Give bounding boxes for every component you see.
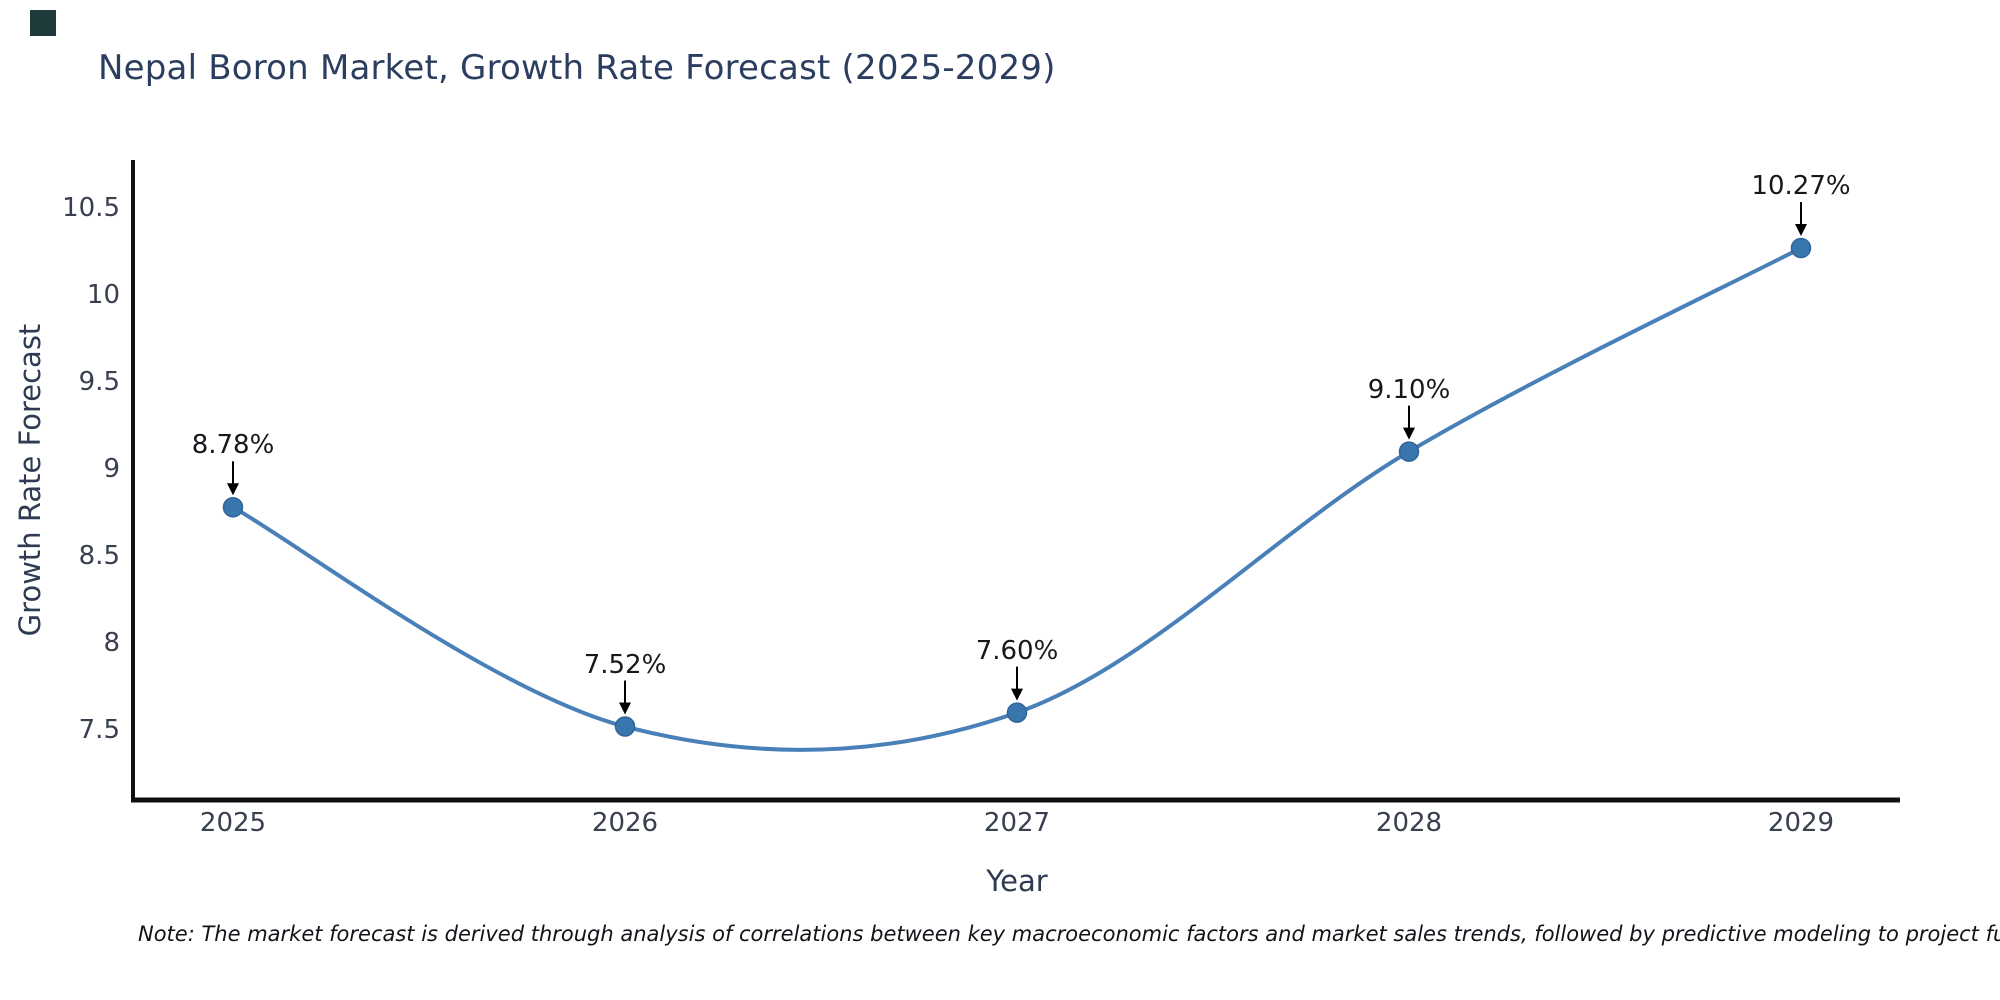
data-point-marker (1006, 702, 1028, 723)
logo-mark (30, 10, 56, 36)
x-axis-title: Year (986, 864, 1048, 898)
x-tick-label: 2026 (591, 808, 659, 838)
y-tick-label: 8 (103, 628, 120, 658)
chart-title: Nepal Boron Market, Growth Rate Forecast… (98, 48, 1056, 88)
x-tick-label: 2028 (1375, 808, 1443, 838)
data-point-label: 8.78% (191, 430, 275, 461)
y-tick-label: 10.5 (62, 193, 120, 223)
annotation-arrow-head (1795, 224, 1807, 237)
data-point-label: 7.60% (975, 635, 1059, 666)
y-tick-label: 10 (86, 280, 120, 310)
data-point-marker (614, 716, 636, 737)
y-tick-label: 8.5 (78, 541, 120, 571)
x-tick-label: 2027 (983, 808, 1051, 838)
annotation-arrow-head (619, 702, 631, 715)
footnote-text: Note: The market forecast is derived thr… (138, 922, 2000, 946)
data-point-marker (222, 497, 244, 518)
data-point-marker (1398, 441, 1420, 462)
annotation-arrow-head (1403, 427, 1415, 440)
data-point-label: 9.10% (1367, 374, 1451, 405)
y-tick-label: 7.5 (78, 715, 120, 745)
data-point-marker (1790, 237, 1812, 259)
annotation-arrow-head (1011, 688, 1023, 701)
data-point-label: 10.27% (1751, 171, 1851, 202)
y-tick-label: 9.5 (78, 367, 120, 397)
x-tick-label: 2025 (199, 808, 267, 838)
x-tick-label: 2029 (1767, 808, 1835, 838)
y-tick-label: 9 (103, 454, 120, 484)
annotation-arrow-head (227, 483, 239, 496)
data-point-label: 7.52% (583, 649, 667, 680)
